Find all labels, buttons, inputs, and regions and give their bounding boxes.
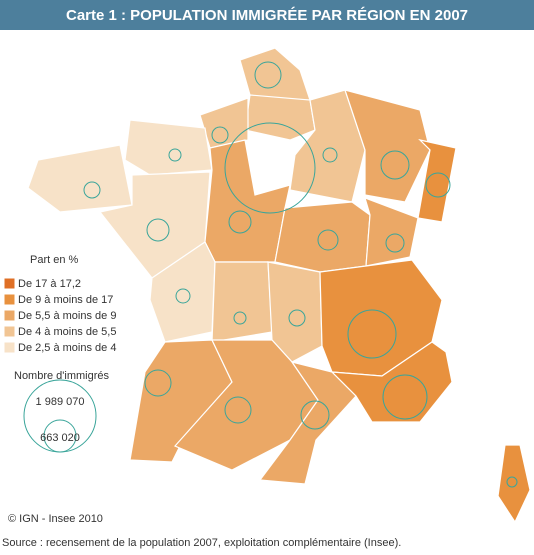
region — [417, 138, 457, 223]
legend-bubble — [43, 419, 77, 453]
legend-title: Part en % — [30, 254, 79, 266]
legend-swatch — [3, 325, 16, 338]
bubble — [322, 147, 338, 163]
bubble — [317, 229, 339, 251]
bubble — [175, 288, 191, 304]
region — [124, 119, 213, 176]
legend-swatch — [3, 309, 16, 322]
region — [364, 197, 419, 267]
title: Carte 1 : POPULATION IMMIGRÉE PAR RÉGION… — [66, 7, 468, 24]
legend-swatch — [3, 277, 16, 290]
legend: De 17 à 17,2 De 9 à moins de 17 De 5,5 à m… — [3, 277, 116, 354]
title-bar — [0, 0, 534, 30]
bubble — [211, 126, 229, 144]
bubble — [382, 374, 428, 420]
bubble — [224, 396, 252, 424]
region — [330, 341, 453, 423]
credit: © IGN - Insee 2010 — [8, 513, 103, 525]
bubble — [385, 233, 405, 253]
legend-label: De 4 à moins de 5,5 — [18, 326, 116, 338]
region — [244, 94, 316, 141]
legend-label: De 9 à moins de 17 — [18, 294, 113, 306]
legend-swatch — [3, 341, 16, 354]
bubble — [83, 181, 101, 199]
bubbles — [83, 61, 518, 488]
region — [204, 139, 291, 263]
bubble — [168, 148, 182, 162]
bubble — [506, 476, 518, 488]
legend-swatch — [3, 293, 16, 306]
circle-legend-value: 1 989 070 — [36, 396, 85, 408]
bubble — [380, 150, 410, 180]
bubble — [254, 61, 282, 89]
region — [267, 261, 323, 363]
bubble — [288, 309, 306, 327]
legend-label: De 5,5 à moins de 9 — [18, 310, 116, 322]
region — [27, 144, 133, 213]
bubble — [144, 369, 172, 397]
legend-label: De 17 à 17,2 — [18, 278, 81, 290]
source: Source : recensement de la population 20… — [2, 537, 401, 549]
legend-label: De 2,5 à moins de 4 — [18, 342, 116, 354]
region — [497, 444, 531, 524]
bubble — [347, 309, 397, 359]
bubble — [146, 218, 170, 242]
region — [274, 201, 371, 273]
regions — [27, 47, 531, 524]
bubble — [233, 311, 247, 325]
circle-legend-value: 663 020 — [40, 432, 80, 444]
bubble — [228, 210, 252, 234]
bubble — [224, 122, 316, 214]
bubble — [300, 400, 330, 430]
circle-legend-title: Nombre d'immigrés — [14, 370, 110, 382]
bubble — [425, 172, 451, 198]
region — [239, 47, 311, 101]
region — [344, 89, 431, 203]
region — [211, 261, 273, 343]
